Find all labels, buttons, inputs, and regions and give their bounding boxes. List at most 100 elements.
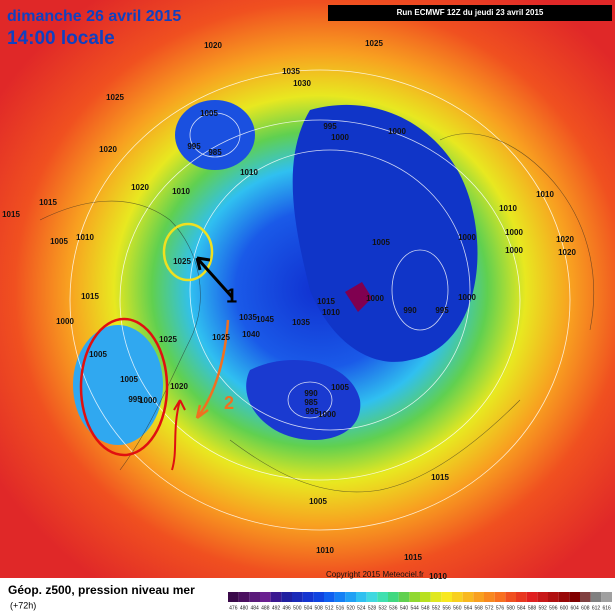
annotation-arrow <box>195 256 234 299</box>
colorbar-label: 484 <box>250 605 259 611</box>
colorbar-label: 528 <box>368 605 377 611</box>
footer-lead: (+72h) <box>10 600 36 610</box>
pressure-label: 1025 <box>365 39 383 48</box>
pressure-label: 1035 <box>282 67 300 76</box>
low-area <box>246 360 361 440</box>
colorbar-cell <box>281 592 292 602</box>
pressure-label: 1000 <box>56 317 74 326</box>
colorbar-cell <box>398 592 410 602</box>
colorbar-label: 600 <box>560 605 569 611</box>
colorbar-cell <box>473 592 484 602</box>
low-core <box>345 282 372 312</box>
colorbar-cell <box>441 592 452 602</box>
pressure-label: 1010 <box>429 572 447 581</box>
annotation-arrow <box>195 319 230 420</box>
pressure-label: 1005 <box>89 350 107 359</box>
colorbar-cell <box>569 592 580 602</box>
pressure-label: 1000 <box>139 396 157 405</box>
colorbar-label: 556 <box>442 605 451 611</box>
colorbar-label: 496 <box>282 605 291 611</box>
run-info: Run ECMWF 12Z du jeudi 23 avril 2015 <box>397 8 544 17</box>
colorbar-label: 592 <box>538 605 547 611</box>
colorbar-cell <box>601 592 612 602</box>
colorbar-cell <box>505 592 516 602</box>
pressure-label: 1035 <box>239 313 257 322</box>
pressure-label: 995 <box>435 306 449 315</box>
pressure-label: 1030 <box>293 79 311 88</box>
pressure-label: 1020 <box>131 183 149 192</box>
colorbar-cell <box>270 592 282 602</box>
annotation-circle <box>79 317 169 457</box>
low-area <box>73 325 163 445</box>
colorbar-cell <box>377 592 388 602</box>
colorbar-label: 520 <box>346 605 355 611</box>
colorbar-label: 584 <box>517 605 526 611</box>
pressure-label: 1025 <box>212 333 230 342</box>
colorbar-label: 516 <box>336 605 345 611</box>
colorbar-cell <box>494 592 506 602</box>
colorbar-label: 548 <box>421 605 430 611</box>
pressure-label: 1020 <box>99 145 117 154</box>
pressure-label: 1000 <box>331 133 349 142</box>
pressure-label: 1005 <box>200 109 218 118</box>
pressure-label: 1005 <box>120 375 138 384</box>
pressure-label: 1015 <box>39 198 57 207</box>
colorbar-label: 540 <box>400 605 409 611</box>
colorbar-cell <box>526 592 538 602</box>
pressure-label: 1005 <box>50 237 68 246</box>
pressure-label: 985 <box>304 398 318 407</box>
pressure-label: 1010 <box>499 204 517 213</box>
pressure-label: 1000 <box>505 228 523 237</box>
pressure-label: 1000 <box>318 410 336 419</box>
colorbar-cell <box>324 592 335 602</box>
colorbar-label: 536 <box>389 605 398 611</box>
pressure-label: 1010 <box>76 233 94 242</box>
colorbar-label: 616 <box>602 605 611 611</box>
colorbar-label: 572 <box>485 605 494 611</box>
colorbar-cell <box>537 592 548 602</box>
pressure-label: 1035 <box>292 318 310 327</box>
isobars <box>69 69 571 531</box>
colorbar-cell <box>334 592 346 602</box>
pressure-label: 1025 <box>159 335 177 344</box>
colorbar-cell <box>558 592 570 602</box>
low-area <box>175 100 255 170</box>
colorbar-cell <box>302 592 314 602</box>
colorbar-cell <box>292 592 303 602</box>
pressure-label: 1025 <box>173 257 191 266</box>
colorbar-cell <box>430 592 442 602</box>
pressure-label: 1010 <box>316 546 334 555</box>
colorbar-label: 492 <box>272 605 281 611</box>
annotation-label: 1 <box>226 285 237 307</box>
pressure-label: 995 <box>187 142 201 151</box>
run-box <box>328 5 612 21</box>
colorbar-cell <box>238 592 250 602</box>
colorbar-cell <box>313 592 324 602</box>
colorbar-cell <box>516 592 527 602</box>
colorbar-label: 512 <box>325 605 334 611</box>
colorbar-label: 544 <box>410 605 419 611</box>
colorbar-cell <box>580 592 591 602</box>
pressure-label: 1015 <box>404 553 422 562</box>
pressure-label: 1015 <box>81 292 99 301</box>
colorbar-cell <box>249 592 260 602</box>
colorbar-label: 588 <box>528 605 537 611</box>
pressure-label: 1005 <box>372 238 390 247</box>
colorbar-cell <box>388 592 399 602</box>
colorbar-label: 580 <box>506 605 515 611</box>
pressure-label: 1020 <box>170 382 188 391</box>
colorbar-cell <box>462 592 474 602</box>
annotation-arrow <box>171 399 186 471</box>
annotation-circle <box>162 222 214 282</box>
colorbar-label: 500 <box>293 605 302 611</box>
pressure-label: 1045 <box>256 315 274 324</box>
pressure-label: 995 <box>128 395 142 404</box>
pressure-label: 990 <box>304 389 318 398</box>
pressure-label: 1025 <box>106 93 124 102</box>
colorbar-label: 576 <box>496 605 505 611</box>
pressure-label: 1000 <box>505 246 523 255</box>
colorbar-label: 612 <box>592 605 601 611</box>
colorbar-label: 564 <box>464 605 473 611</box>
colorbar-label: 488 <box>261 605 270 611</box>
pressure-label: 1010 <box>240 168 258 177</box>
